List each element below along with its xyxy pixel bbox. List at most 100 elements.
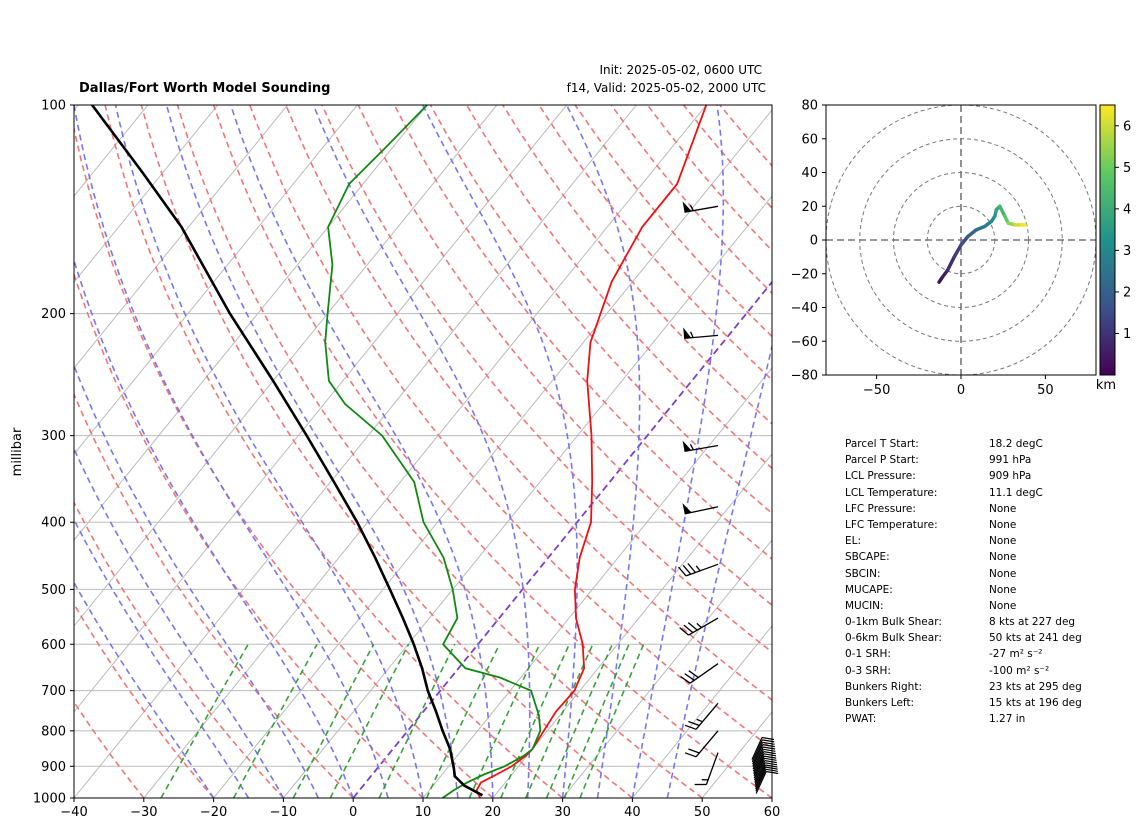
wind-barb: [753, 757, 777, 781]
hodograph-y-tick-label: 80: [801, 99, 818, 114]
wind-barb-full: [763, 753, 777, 757]
temperature-tick-label: −40: [60, 805, 87, 820]
moist-adiabat: [312, 105, 531, 798]
hodograph: −50 0 50 80 60 40 20 0 −20 −40 −60 −80 1 2 3 4 5 6 km: [791, 99, 1132, 399]
wind-barb-full: [687, 622, 698, 631]
skewt-background-lines: [74, 105, 772, 798]
wind-barb-flag: [682, 201, 692, 213]
isotherm-line: [632, 625, 772, 798]
wind-barb: [754, 762, 778, 786]
wind-barb-half: [696, 622, 702, 629]
wind-barb-full: [764, 760, 777, 764]
temperature-profile: [475, 105, 708, 798]
wind-barb-full: [680, 675, 691, 684]
wind-barb-shaft: [755, 769, 767, 792]
moist-adiabat: [666, 343, 772, 798]
wind-barb-shaft: [689, 663, 719, 684]
isotherm-line: [213, 109, 772, 798]
hodograph-y-tick-label: 40: [801, 166, 818, 181]
wind-barb: [683, 327, 719, 340]
pressure-tick-label: 600: [41, 638, 66, 653]
pressure-tick-label: 700: [41, 684, 66, 699]
temperature-tick-label: 50: [694, 805, 711, 820]
valid-time: f14, Valid: 2025-05-02, 2000 UTC: [567, 81, 766, 95]
dry-adiabat: [74, 602, 215, 798]
wind-barb: [755, 770, 779, 794]
temperature-axis: −40 −30 −20 −10 0 10 20 30 40 50 60: [60, 798, 780, 820]
wind-barb-shaft: [753, 751, 765, 774]
wind-barb-half: [690, 331, 694, 338]
mixing-ratio-line: [378, 643, 456, 798]
moist-adiabat: [74, 446, 285, 798]
mixing-ratio-line: [329, 643, 410, 798]
wind-barb-full: [679, 627, 690, 636]
moist-adiabat: [229, 105, 494, 798]
wind-barb: [684, 730, 719, 758]
moist-adiabat: [422, 105, 578, 798]
wind-barb: [682, 201, 719, 213]
hodograph-x-tick-label: −50: [863, 383, 890, 398]
colorbar-tick-label: 2: [1123, 285, 1131, 300]
wind-barb-full: [761, 736, 775, 741]
mixing-ratio-line: [545, 643, 614, 798]
dry-adiabat: [393, 105, 772, 560]
mixing-ratio-line: [232, 643, 318, 798]
dry-adiabat: [74, 700, 145, 798]
mixing-ratio-line: [525, 643, 594, 798]
wind-barb: [752, 746, 776, 770]
moist-adiabat: [74, 257, 354, 798]
wind-barb-shaft: [684, 334, 719, 340]
colorbar-tick-label: 6: [1123, 119, 1131, 134]
hodograph-segment: [952, 243, 963, 259]
wind-barb-flag: [682, 440, 692, 452]
wind-barb-full: [764, 755, 777, 759]
pressure-tick-label: 500: [41, 583, 66, 598]
wind-barb-full: [763, 746, 776, 750]
wind-barb-shaft: [705, 752, 719, 785]
wind-barb-shaft: [688, 617, 719, 636]
temperature-tick-label: 10: [415, 805, 432, 820]
pressure-tick-label: 300: [41, 429, 66, 444]
colorbar: [1099, 104, 1116, 376]
wind-barb-full: [762, 741, 775, 745]
temperature-tick-label: −30: [130, 805, 157, 820]
hodograph-x-tick-label: 0: [957, 383, 965, 398]
moist-adiabat: [114, 105, 424, 798]
wind-barb-shaft: [751, 739, 763, 763]
hodograph-x-tick-label: 50: [1037, 383, 1054, 398]
mixing-ratio-line: [292, 643, 375, 798]
isotherm-line: [492, 453, 772, 798]
dry-adiabat: [74, 125, 494, 798]
wind-barb-shaft: [752, 742, 764, 765]
wind-barb: [754, 764, 778, 788]
skewt-profiles: [91, 105, 708, 798]
hodograph-y-tick-label: −60: [791, 335, 818, 350]
wind-barb-flag: [682, 503, 692, 514]
colorbar-label: km: [1096, 378, 1116, 393]
wind-barb-full: [762, 744, 775, 748]
wind-barb: [682, 440, 719, 453]
dry-adiabat: [74, 500, 284, 798]
isotherm-line: [74, 105, 498, 627]
wind-barb: [751, 739, 775, 763]
colorbar-tick-label: 4: [1123, 202, 1131, 217]
dry-adiabat: [176, 105, 703, 798]
wind-barb-full: [765, 762, 778, 766]
wind-barb-full: [688, 748, 700, 754]
isotherm-line: [562, 539, 772, 798]
moist-adiabat: [74, 105, 389, 798]
isotherm-line: [422, 367, 772, 798]
hodograph-y-tick-label: 20: [801, 200, 818, 215]
wind-barb-half: [689, 204, 694, 211]
dry-adiabat: [285, 105, 772, 701]
hodograph-segment: [966, 228, 978, 239]
colorbar-axis: 1 2 3 4 5 6: [1115, 119, 1131, 342]
wind-barb: [752, 741, 775, 765]
wind-barb-full: [765, 766, 778, 770]
temperature-tick-label: 40: [624, 805, 641, 820]
wind-barb-full: [763, 751, 776, 755]
isotherm-line: [283, 195, 772, 798]
wind-barb-shaft: [753, 755, 765, 779]
wind-barb-full: [678, 566, 687, 577]
